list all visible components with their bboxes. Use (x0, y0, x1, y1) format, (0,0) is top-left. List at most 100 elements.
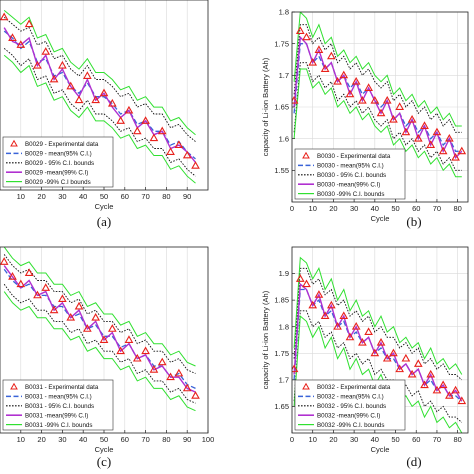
legend-label: B0032 - 95% C.I. bounds (317, 403, 386, 410)
y-tick-label: 1.9 (279, 269, 289, 278)
experimental-point (320, 64, 330, 72)
experimental-point (49, 74, 59, 83)
experimental-point (58, 60, 67, 69)
x-tick-label: 60 (412, 204, 420, 213)
legend-marker-experimental (10, 139, 18, 147)
legend-label: B0032 - mean(95% C.I.) (317, 394, 384, 401)
x-tick-label: 100 (202, 435, 215, 444)
x-tick-label: 70 (433, 204, 441, 213)
experimental-point (358, 95, 367, 104)
legend-marker-experimental (10, 382, 18, 390)
experimental-point (16, 40, 26, 48)
y-tick-label: 1.75 (274, 39, 289, 48)
experimental-point (308, 57, 318, 66)
experimental-point (74, 301, 84, 310)
y-axis-label: capacity of Li-ion Battery (Ah) (261, 290, 270, 389)
experimental-point (141, 116, 150, 124)
chart-panel-a: 10 20 30 40 50 60 70 80 90 Cycle B0029 - Experimen… (0, 0, 209, 229)
experimental-point (157, 357, 167, 366)
series-line-bounds99 (3, 54, 196, 184)
x-tick-label: 70 (141, 192, 149, 201)
x-tick-label: 10 (309, 204, 317, 213)
x-tick-label: 60 (412, 435, 420, 444)
x-tick-label: 50 (391, 204, 399, 213)
x-tick-label: 80 (453, 435, 461, 444)
legend-box (2, 136, 114, 188)
x-tick-label: 50 (391, 435, 399, 444)
experimental-point (420, 121, 429, 129)
experimental-point (66, 81, 76, 90)
experimental-point (351, 76, 361, 85)
experimental-point (457, 146, 467, 155)
experimental-point (91, 312, 101, 321)
chart-panel-b: 0 10 20 30 40 50 60 70 80 1.55 1.6 1.65 1.7 1.75 1.8 Cy… (261, 8, 469, 229)
x-tick-label: 70 (141, 435, 149, 444)
experimental-point (420, 380, 429, 389)
legend-label: B0029 - 95% C.I. bounds (25, 160, 94, 167)
experimental-point (413, 359, 423, 367)
experimental-point (438, 380, 448, 389)
experimental-point (351, 321, 361, 330)
x-tick-label: 30 (350, 435, 358, 444)
x-tick-label: 60 (121, 192, 129, 201)
series-line-bounds95 (293, 24, 462, 133)
experimental-point (339, 70, 349, 79)
experimental-point (74, 95, 84, 104)
x-tick-label: 20 (37, 435, 45, 444)
experimental-point (295, 26, 305, 34)
legend-label: B0029 - mean(95% C.I.) (25, 151, 92, 158)
experimental-point (389, 348, 398, 357)
experimental-point (432, 127, 442, 136)
experimental-point (141, 346, 150, 355)
legend-label: B0030 - Experimental data (317, 153, 391, 160)
x-tick-label: 10 (309, 435, 317, 444)
series-line-mean99 (293, 282, 463, 402)
chart-panel-d: 0 10 20 30 40 50 60 70 80 1.65 1.7 1.75 1.8 1.85 1.9 Cy… (261, 246, 469, 469)
experimental-point (24, 19, 34, 28)
experimental-point (24, 268, 34, 276)
experimental-point (58, 294, 67, 303)
experimental-point (401, 353, 411, 362)
legend: B0030 - Experimental data B0030 - mean(95… (294, 148, 406, 200)
x-axis-label: Cycle (95, 202, 114, 211)
y-tick-label: 1.8 (279, 8, 289, 17)
x-tick-label: 80 (162, 435, 170, 444)
series-line-bounds95 (293, 267, 463, 381)
experimental-point (124, 105, 134, 114)
x-tick-label: 40 (79, 435, 87, 444)
experimental-point (445, 391, 454, 399)
panel-caption: (a) (97, 214, 111, 229)
experimental-point (116, 116, 125, 124)
x-tick-label: 70 (433, 435, 441, 444)
experimental-point (302, 279, 311, 288)
legend-box (2, 379, 114, 431)
experimental-point (91, 95, 101, 104)
experimental-point (33, 60, 42, 69)
panel-caption: (b) (406, 214, 421, 229)
experimental-point (438, 146, 448, 155)
experimental-point (407, 114, 417, 123)
y-tick-label: 1.55 (274, 166, 289, 175)
experimental-point (364, 83, 373, 91)
legend-box (294, 379, 406, 431)
series-line-bounds99 (293, 12, 462, 127)
x-tick-label: 30 (58, 435, 66, 444)
experimental-point (395, 364, 405, 373)
experimental-point (401, 127, 411, 136)
legend-label: B0031 - Experimental data (25, 384, 99, 391)
experimental-point (413, 133, 423, 142)
legend: B0029 - Experimental data B0029 - mean(95… (2, 136, 114, 188)
experimental-point (358, 337, 367, 346)
panel-caption: (c) (97, 454, 111, 469)
experimental-point (124, 335, 134, 343)
experimental-point (8, 272, 17, 280)
experimental-point (132, 126, 142, 135)
legend-label: B0032 -mean(99% C.I) (317, 412, 380, 419)
experimental-point (174, 140, 184, 149)
experimental-point (382, 95, 392, 104)
x-tick-label: 0 (290, 435, 294, 444)
x-axis-label: Cycle (95, 445, 114, 454)
series-line-bounds99 (3, 291, 196, 412)
x-tick-label: 50 (100, 435, 108, 444)
experimental-point (83, 71, 92, 79)
